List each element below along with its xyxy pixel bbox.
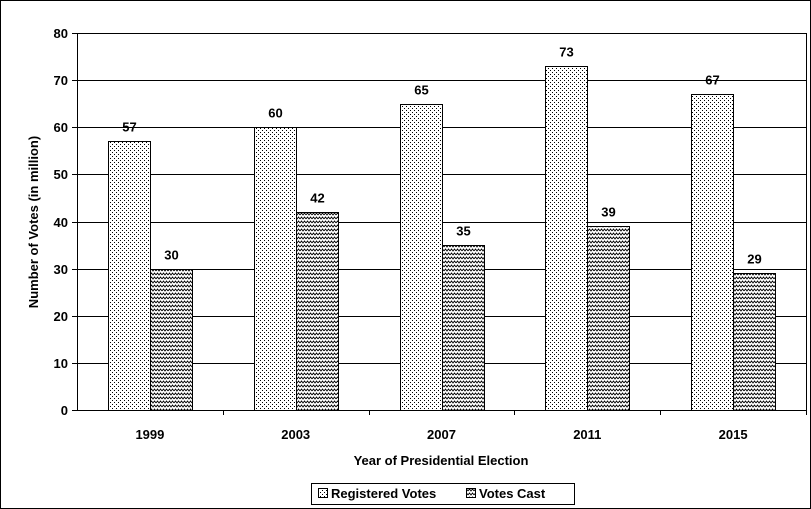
x-tick-label-2003: 2003	[281, 427, 310, 442]
legend: Registered Votes Votes Cast	[311, 483, 575, 505]
bar-votes-cast-2015	[733, 273, 776, 411]
y-tick-label: 70	[54, 73, 68, 88]
legend-swatch-votes-cast	[466, 488, 476, 498]
data-label-votes-cast-2007: 35	[456, 224, 470, 239]
x-tick-label-2007: 2007	[427, 427, 456, 442]
axes: 0 10 20 30 40 50 60 70 80 1999 2003 2007 2011 2015	[54, 26, 807, 442]
bar-votes-cast-1999	[150, 269, 193, 411]
data-label-registered-1999: 57	[122, 120, 136, 135]
data-label-votes-cast-2011: 39	[601, 205, 615, 220]
y-tick-label: 60	[54, 120, 68, 135]
data-label-registered-2015: 67	[705, 73, 719, 88]
x-axis-title: Year of Presidential Election	[354, 453, 529, 468]
bar-votes-cast-2011	[587, 226, 630, 411]
y-tick-label: 0	[61, 403, 68, 418]
x-tick-label-1999: 1999	[135, 427, 164, 442]
bar-votes-cast-2003	[296, 212, 339, 411]
y-tick-label: 80	[54, 26, 68, 41]
bars	[108, 66, 776, 411]
data-labels: 57 30 60 42 65 35 73 39 67 29	[122, 45, 761, 267]
legend-swatch-registered	[318, 488, 328, 498]
legend-label-votes-cast: Votes Cast	[479, 486, 546, 501]
y-tick-label: 20	[54, 309, 68, 324]
bar-registered-2007	[400, 104, 443, 411]
y-tick-label: 30	[54, 262, 68, 277]
data-label-votes-cast-2015: 29	[747, 252, 761, 267]
data-label-votes-cast-1999: 30	[164, 248, 178, 263]
y-axis-title: Number of Votes (in million)	[26, 136, 41, 308]
data-label-registered-2003: 60	[268, 106, 282, 121]
x-tick-label-2015: 2015	[719, 427, 748, 442]
bar-registered-2003	[254, 127, 297, 411]
legend-box	[311, 483, 575, 505]
bar-registered-1999	[108, 141, 151, 411]
data-label-registered-2007: 65	[414, 83, 428, 98]
bar-registered-2015	[691, 94, 734, 411]
bar-votes-cast-2007	[442, 245, 485, 411]
data-label-votes-cast-2003: 42	[310, 191, 324, 206]
x-tick-label-2011: 2011	[573, 427, 601, 442]
y-tick-label: 10	[54, 356, 68, 371]
legend-label-registered: Registered Votes	[331, 486, 436, 501]
bar-registered-2011	[545, 66, 588, 411]
y-tick-label: 40	[54, 215, 68, 230]
data-label-registered-2011: 73	[559, 45, 573, 60]
y-tick-label: 50	[54, 167, 68, 182]
